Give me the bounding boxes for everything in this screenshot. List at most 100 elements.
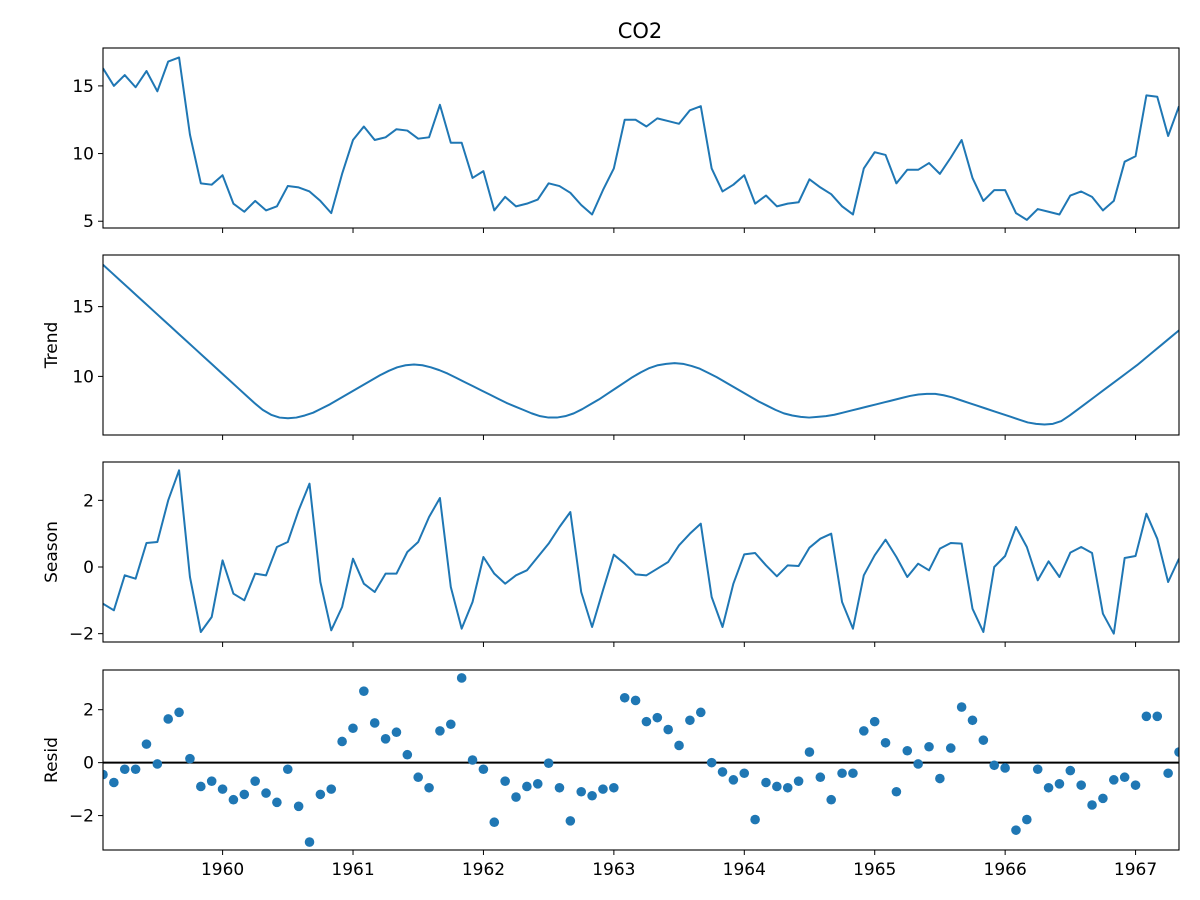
resid-point — [837, 768, 847, 779]
y-tick-label: 0 — [83, 754, 94, 774]
resid-point — [1119, 772, 1130, 783]
resid-point — [1065, 765, 1076, 776]
resid-point — [315, 789, 326, 800]
y-tick-label: 15 — [72, 298, 94, 318]
panels: 5 10 15 10 15 Trend −2 0 2 Season −2 0 2 1960 1961 1962… — [42, 47, 1180, 880]
resid-point — [1011, 825, 1021, 835]
x-tick-label: 1960 — [201, 860, 244, 880]
panel-trend: 10 15 Trend — [42, 254, 1180, 440]
resid-point — [446, 719, 456, 730]
resid-point — [630, 695, 641, 706]
y-tick-label: 0 — [83, 558, 94, 578]
resid-point — [880, 737, 891, 748]
resid-point — [261, 788, 271, 798]
resid-point — [859, 726, 869, 736]
chart-title: CO2 — [618, 19, 663, 43]
resid-point — [478, 764, 489, 775]
resid-point — [130, 764, 141, 775]
resid-point — [804, 747, 815, 757]
x-tick-label: 1964 — [723, 860, 766, 880]
resid-point — [391, 727, 402, 738]
resid-point — [435, 726, 445, 736]
resid-point — [978, 735, 989, 745]
resid-point — [174, 707, 184, 718]
resid-point — [554, 782, 565, 793]
resid-point — [935, 773, 945, 784]
resid-point — [293, 801, 304, 812]
season-series — [103, 469, 1179, 635]
panel-frame — [102, 461, 1180, 643]
resid-point — [706, 757, 717, 768]
resid-series — [103, 673, 1179, 847]
resid-point — [250, 776, 260, 786]
resid-point — [902, 745, 913, 756]
resid-point — [750, 814, 760, 825]
resid-point — [1000, 763, 1010, 773]
resid-point — [1032, 764, 1043, 775]
resid-point — [652, 712, 663, 723]
resid-point — [1152, 711, 1163, 722]
resid-point — [772, 781, 782, 792]
resid-point — [782, 782, 793, 793]
resid-point — [1098, 793, 1108, 804]
resid-point — [565, 816, 576, 826]
resid-point — [1130, 780, 1141, 790]
resid-point — [641, 716, 652, 727]
resid-point — [103, 769, 108, 780]
resid-point — [685, 715, 695, 726]
resid-point — [228, 794, 239, 805]
resid-point — [956, 702, 967, 712]
resid-point — [206, 776, 217, 786]
resid-point — [1022, 814, 1032, 825]
resid-point — [1163, 768, 1173, 779]
resid-point — [467, 755, 478, 765]
resid-point — [1108, 775, 1119, 785]
resid-point — [739, 768, 750, 779]
resid-point — [793, 776, 804, 786]
resid-point — [282, 764, 293, 775]
resid-ylabel: Resid — [42, 737, 62, 783]
resid-point — [239, 789, 250, 800]
resid-point — [728, 775, 739, 785]
resid-point — [717, 767, 728, 777]
resid-point — [456, 673, 467, 683]
y-tick-label: 2 — [83, 701, 94, 721]
y-tick-label: 2 — [83, 491, 94, 511]
resid-point — [609, 782, 619, 793]
trend-ylabel: Trend — [42, 322, 62, 370]
resid-point — [989, 760, 1000, 771]
resid-point — [695, 707, 706, 718]
resid-point — [369, 718, 380, 728]
x-tick-label: 1963 — [592, 860, 635, 880]
resid-point — [761, 777, 771, 788]
resid-point — [848, 768, 858, 779]
resid-point — [511, 792, 521, 802]
resid-point — [815, 772, 826, 783]
x-tick-label: 1966 — [984, 860, 1027, 880]
resid-point — [1043, 782, 1054, 793]
observed-line — [103, 56, 1179, 221]
resid-point — [891, 786, 902, 797]
panel-frame — [102, 669, 1180, 851]
resid-point — [413, 772, 423, 783]
x-tick-label: 1962 — [462, 860, 505, 880]
x-tick-label: 1965 — [853, 860, 896, 880]
panel-season: −2 0 2 Season — [42, 461, 1180, 647]
resid-point — [141, 739, 152, 749]
resid-point — [598, 784, 608, 794]
resid-point — [163, 714, 174, 724]
resid-point — [1087, 800, 1097, 810]
resid-point — [674, 740, 684, 751]
season-line — [103, 469, 1179, 635]
resid-point — [272, 797, 282, 808]
x-tick-label: 1967 — [1114, 860, 1157, 880]
resid-point — [217, 784, 228, 794]
resid-point — [348, 723, 358, 734]
resid-point — [522, 781, 532, 792]
resid-point — [185, 753, 195, 764]
season-ylabel: Season — [42, 521, 62, 583]
x-tick-label: 1961 — [331, 860, 374, 880]
resid-point — [1076, 780, 1086, 790]
